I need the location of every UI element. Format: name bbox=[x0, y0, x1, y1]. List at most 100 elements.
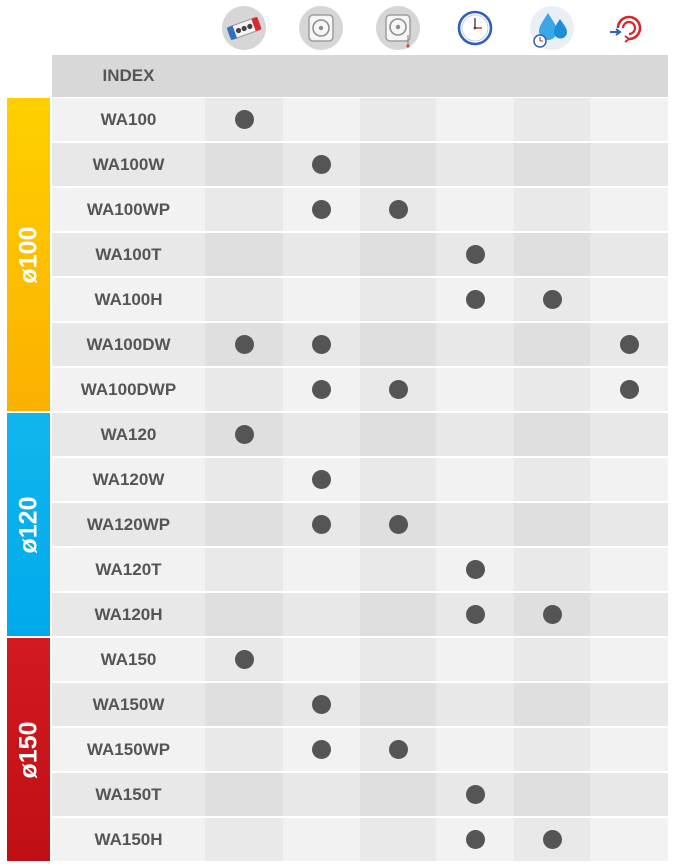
feature-cell bbox=[514, 188, 590, 231]
feature-cell bbox=[360, 728, 436, 771]
feature-cell bbox=[590, 818, 668, 861]
feature-cell bbox=[514, 98, 590, 141]
feature-cell bbox=[205, 638, 283, 681]
feature-cell bbox=[436, 458, 514, 501]
feature-dot bbox=[465, 245, 485, 264]
feature-dot bbox=[312, 515, 331, 534]
model-index: WA100DW bbox=[86, 335, 171, 354]
feature-cell bbox=[283, 683, 360, 726]
table-header bbox=[52, 55, 668, 97]
feature-cell bbox=[514, 503, 590, 546]
feature-cell bbox=[205, 458, 283, 501]
group-label: ø100 bbox=[14, 226, 42, 283]
feature-cell bbox=[436, 818, 514, 861]
feature-cell bbox=[205, 368, 283, 411]
feature-cell bbox=[436, 503, 514, 546]
feature-dot bbox=[234, 425, 254, 444]
feature-dot bbox=[619, 335, 639, 354]
model-index: WA100H bbox=[94, 290, 163, 309]
feature-cell bbox=[205, 323, 283, 366]
feature-cell bbox=[436, 233, 514, 276]
feature-cell bbox=[590, 548, 668, 591]
table-row: WA150H bbox=[52, 818, 668, 861]
feature-dot bbox=[312, 335, 331, 354]
feature-cell bbox=[514, 638, 590, 681]
feature-cell bbox=[205, 143, 283, 186]
feature-cell bbox=[360, 773, 436, 816]
table-row: WA100 bbox=[52, 98, 668, 141]
group-label: ø150 bbox=[14, 721, 42, 778]
feature-cell bbox=[360, 683, 436, 726]
feature-cell bbox=[360, 818, 436, 861]
table-row: WA120WP bbox=[52, 503, 668, 546]
feature-cell bbox=[360, 143, 436, 186]
feature-cell bbox=[283, 818, 360, 861]
feature-dot bbox=[234, 110, 254, 129]
table-row: WA100DW bbox=[52, 323, 668, 366]
model-index: WA150H bbox=[94, 830, 163, 849]
model-index: WA120T bbox=[95, 560, 162, 579]
table-row: WA150W bbox=[52, 683, 668, 726]
feature-dot bbox=[234, 650, 254, 669]
feature-dot bbox=[388, 380, 408, 399]
feature-dot bbox=[542, 830, 562, 849]
feature-cell bbox=[590, 368, 668, 411]
feature-dot bbox=[312, 200, 331, 219]
model-index: WA120H bbox=[94, 605, 163, 624]
feature-cell bbox=[514, 368, 590, 411]
model-index: WA150 bbox=[100, 650, 157, 669]
feature-cell bbox=[283, 233, 360, 276]
feature-cell bbox=[436, 368, 514, 411]
feature-cell bbox=[436, 593, 514, 636]
feature-cell bbox=[514, 818, 590, 861]
feature-dot bbox=[312, 155, 331, 174]
feature-cell bbox=[436, 188, 514, 231]
feature-cell bbox=[283, 188, 360, 231]
index-header-label: INDEX bbox=[102, 66, 155, 85]
draught-shutter-icon bbox=[606, 5, 652, 51]
table-row: WA120T bbox=[52, 548, 668, 591]
group-label: ø120 bbox=[14, 496, 42, 553]
feature-cell bbox=[360, 188, 436, 231]
feature-cell bbox=[436, 323, 514, 366]
table-row: WA100W bbox=[52, 143, 668, 186]
model-index: WA100T bbox=[95, 245, 162, 264]
feature-cell bbox=[590, 773, 668, 816]
feature-cell bbox=[283, 773, 360, 816]
table-row: WA100DWP bbox=[52, 368, 668, 411]
feature-cell bbox=[283, 728, 360, 771]
feature-cell bbox=[436, 638, 514, 681]
clock-timer-icon bbox=[452, 5, 498, 51]
feature-dot bbox=[388, 200, 408, 219]
fan-front-pull-cord-icon bbox=[375, 5, 421, 51]
feature-cell bbox=[283, 638, 360, 681]
feature-cell bbox=[283, 98, 360, 141]
model-index: WA120WP bbox=[86, 515, 171, 534]
ball-bearing-icon bbox=[221, 5, 267, 51]
feature-cell bbox=[360, 323, 436, 366]
feature-cell bbox=[283, 458, 360, 501]
feature-dot bbox=[465, 605, 485, 624]
model-index: WA100W bbox=[92, 155, 165, 174]
feature-dot bbox=[542, 290, 562, 309]
feature-cell bbox=[205, 818, 283, 861]
feature-cell bbox=[590, 323, 668, 366]
feature-cell bbox=[205, 278, 283, 321]
feature-cell bbox=[205, 233, 283, 276]
feature-cell bbox=[514, 458, 590, 501]
humidity-timer-icon bbox=[529, 5, 575, 51]
feature-cell bbox=[360, 458, 436, 501]
group-bar-120: ø120 bbox=[7, 413, 50, 636]
feature-dot bbox=[465, 290, 485, 309]
feature-dot bbox=[542, 605, 562, 624]
feature-cell bbox=[514, 728, 590, 771]
feature-cell bbox=[360, 368, 436, 411]
feature-cell bbox=[360, 548, 436, 591]
model-index: WA120W bbox=[92, 470, 165, 489]
feature-cell bbox=[436, 413, 514, 456]
feature-dot bbox=[312, 695, 331, 714]
feature-cell bbox=[360, 503, 436, 546]
feature-cell bbox=[590, 278, 668, 321]
table-row: WA100WP bbox=[52, 188, 668, 231]
feature-cell bbox=[514, 593, 590, 636]
